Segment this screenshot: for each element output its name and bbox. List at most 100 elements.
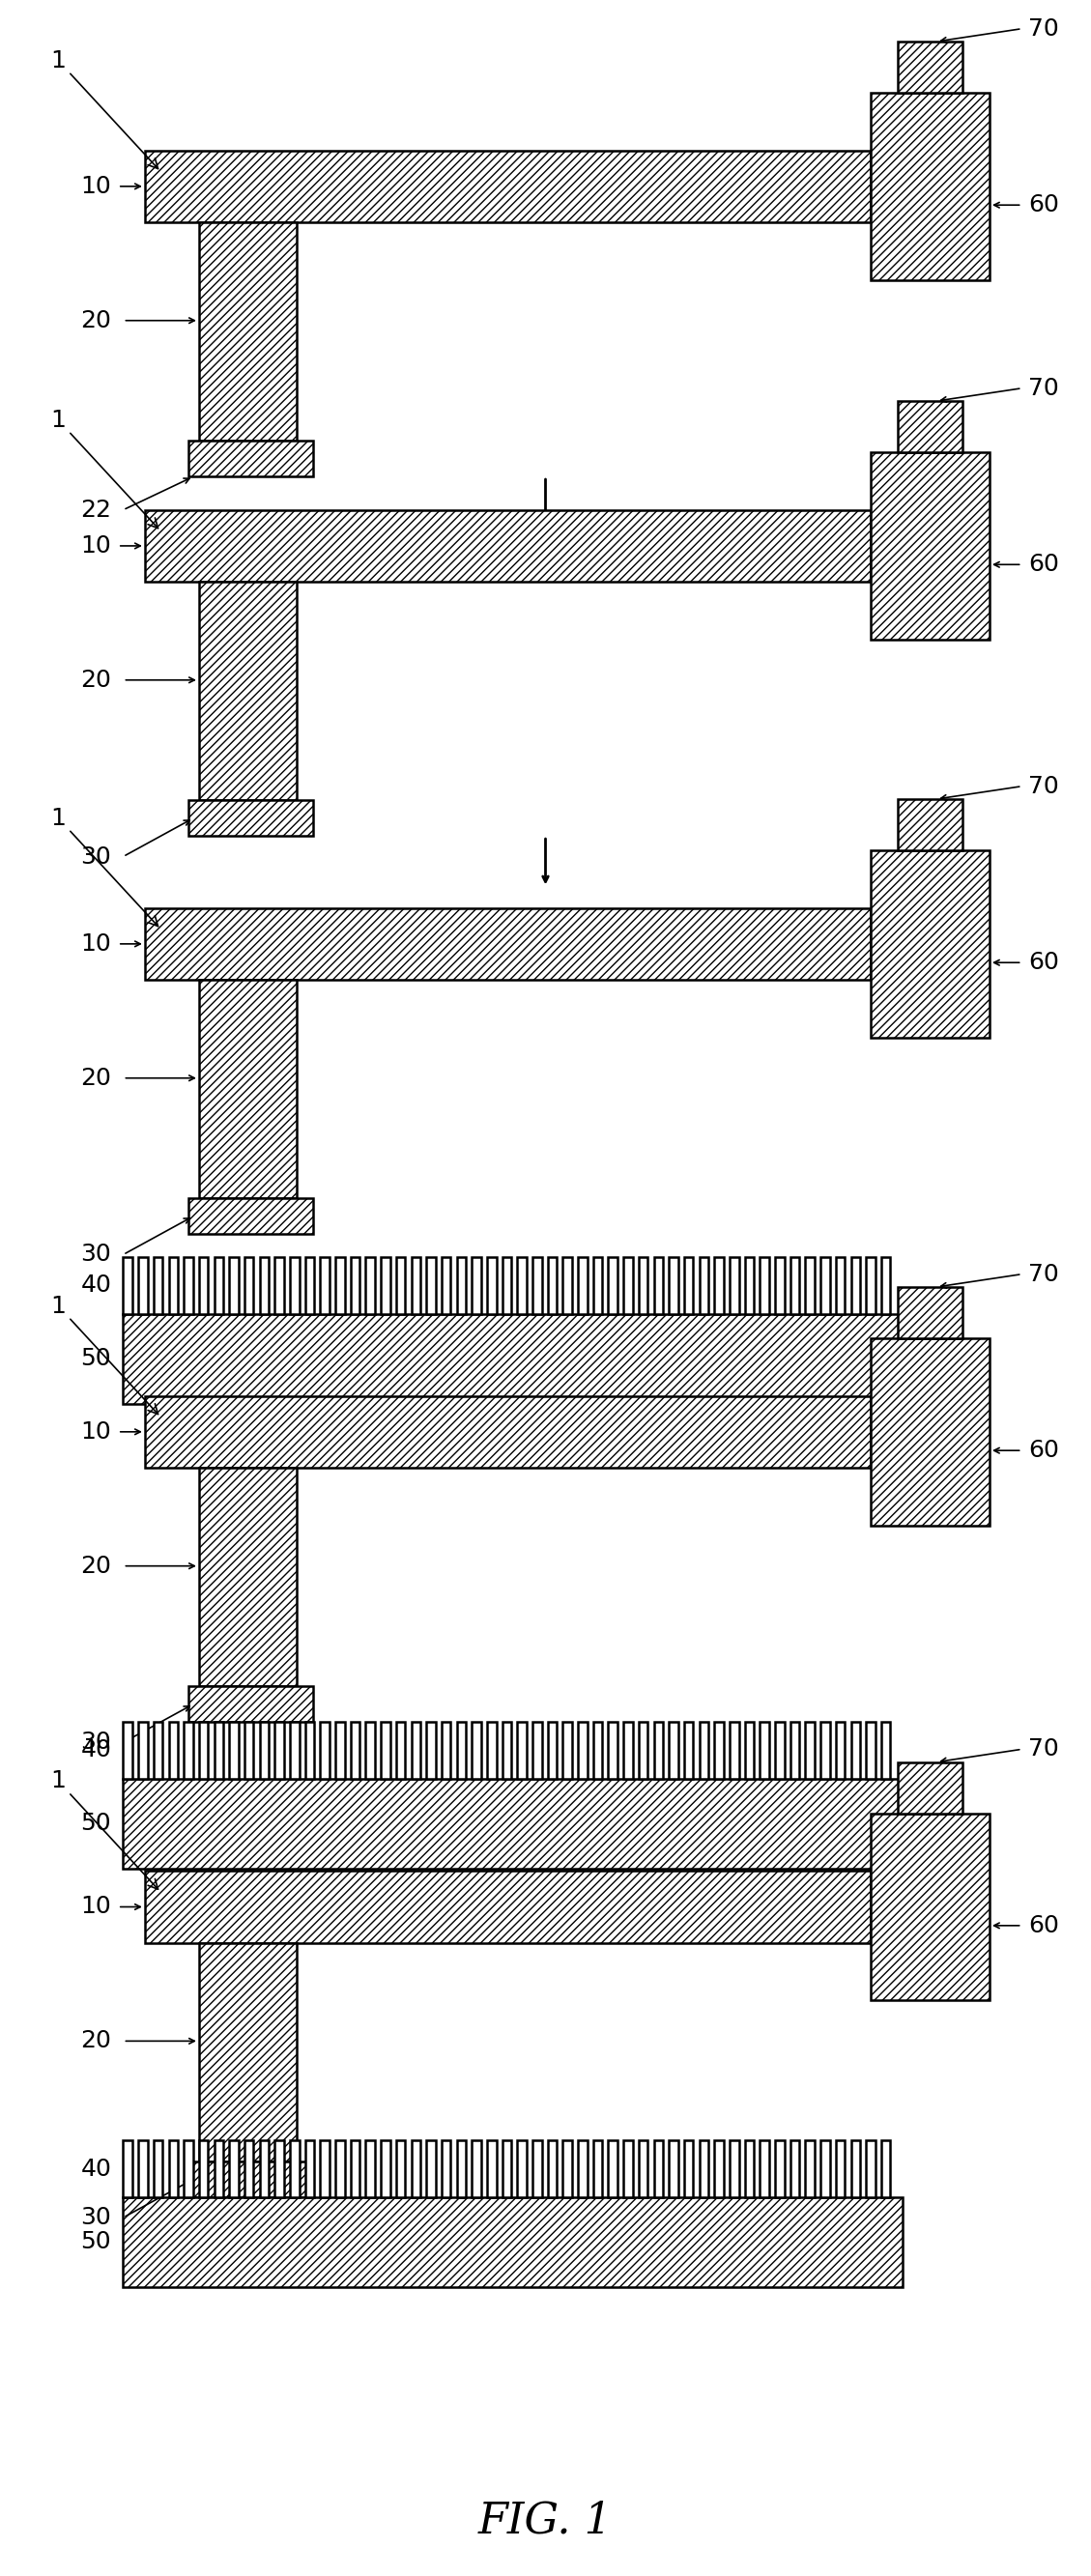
Bar bbox=[882, 2141, 890, 2197]
Bar bbox=[123, 2141, 132, 2197]
Text: 10: 10 bbox=[81, 1896, 111, 1919]
Bar bbox=[790, 1721, 800, 1777]
Bar bbox=[183, 1721, 193, 1777]
Bar bbox=[866, 1721, 875, 1777]
Bar bbox=[381, 1721, 391, 1777]
Bar bbox=[851, 2141, 860, 2197]
Bar bbox=[805, 2141, 815, 2197]
Bar bbox=[563, 1257, 572, 1314]
Bar bbox=[199, 1468, 297, 1687]
Bar bbox=[836, 1721, 844, 1777]
Bar bbox=[188, 2161, 313, 2197]
Bar bbox=[548, 1721, 556, 1777]
Bar bbox=[290, 2141, 299, 2197]
Bar bbox=[760, 1721, 769, 1777]
Bar bbox=[898, 41, 962, 93]
Bar bbox=[487, 1721, 496, 1777]
Text: 70: 70 bbox=[1029, 775, 1059, 799]
Bar bbox=[305, 1257, 314, 1314]
Bar bbox=[396, 1257, 405, 1314]
Text: 1: 1 bbox=[50, 1770, 158, 1888]
Bar bbox=[790, 2141, 800, 2197]
Text: 40: 40 bbox=[81, 2156, 111, 2179]
Bar bbox=[699, 1257, 708, 1314]
Text: 1: 1 bbox=[50, 1293, 158, 1414]
Bar bbox=[442, 2141, 451, 2197]
Bar bbox=[442, 1257, 451, 1314]
Text: 10: 10 bbox=[81, 933, 111, 956]
Bar bbox=[623, 1257, 633, 1314]
Bar bbox=[871, 1340, 990, 1525]
Bar bbox=[305, 1721, 314, 1777]
Bar bbox=[487, 1257, 496, 1314]
Bar bbox=[745, 1721, 754, 1777]
Bar bbox=[154, 1721, 163, 1777]
Bar bbox=[882, 1257, 890, 1314]
Bar bbox=[715, 2141, 723, 2197]
Bar bbox=[321, 2141, 329, 2197]
Text: 30: 30 bbox=[81, 1244, 111, 1267]
Bar bbox=[199, 1257, 208, 1314]
Bar bbox=[229, 1721, 239, 1777]
Bar bbox=[532, 1721, 542, 1777]
Bar bbox=[609, 1721, 618, 1777]
Bar bbox=[472, 1257, 481, 1314]
Text: 30: 30 bbox=[81, 1731, 111, 1754]
Bar bbox=[898, 799, 962, 850]
Text: 10: 10 bbox=[81, 533, 111, 556]
Text: 30: 30 bbox=[81, 845, 111, 868]
Text: 60: 60 bbox=[1028, 951, 1059, 974]
Bar bbox=[335, 1257, 345, 1314]
Bar bbox=[594, 1721, 602, 1777]
Bar bbox=[638, 1721, 648, 1777]
Bar bbox=[898, 1762, 962, 1814]
Bar bbox=[609, 1257, 618, 1314]
Bar bbox=[517, 1257, 527, 1314]
Bar bbox=[188, 801, 313, 837]
Text: FIG. 1: FIG. 1 bbox=[478, 2499, 613, 2543]
Bar bbox=[820, 2141, 830, 2197]
Bar bbox=[381, 2141, 391, 2197]
Bar bbox=[427, 1257, 435, 1314]
Bar bbox=[365, 1721, 375, 1777]
Bar bbox=[871, 1814, 990, 2002]
Text: 20: 20 bbox=[81, 667, 111, 690]
Bar bbox=[820, 1721, 830, 1777]
Bar bbox=[502, 1257, 512, 1314]
Bar bbox=[275, 1721, 284, 1777]
Bar bbox=[669, 1257, 679, 1314]
Bar bbox=[139, 2141, 147, 2197]
Bar bbox=[805, 1257, 815, 1314]
Text: 10: 10 bbox=[81, 175, 111, 198]
Bar bbox=[871, 93, 990, 281]
Bar bbox=[335, 1721, 345, 1777]
Bar bbox=[290, 1257, 299, 1314]
Bar bbox=[699, 2141, 708, 2197]
Bar bbox=[411, 1257, 420, 1314]
Bar bbox=[411, 1721, 420, 1777]
Bar bbox=[321, 1257, 329, 1314]
Bar bbox=[199, 582, 297, 801]
Bar bbox=[411, 2141, 420, 2197]
Bar bbox=[145, 149, 871, 222]
Bar bbox=[684, 2141, 693, 2197]
Bar bbox=[684, 1257, 693, 1314]
Bar bbox=[730, 1257, 739, 1314]
Text: 20: 20 bbox=[81, 1553, 111, 1577]
Bar bbox=[199, 2141, 208, 2197]
Bar bbox=[145, 510, 871, 582]
Bar bbox=[745, 1257, 754, 1314]
Bar bbox=[472, 2141, 481, 2197]
Bar bbox=[594, 1257, 602, 1314]
Bar bbox=[457, 1257, 466, 1314]
Bar bbox=[188, 1198, 313, 1234]
Bar bbox=[563, 2141, 572, 2197]
Bar bbox=[183, 1257, 193, 1314]
Bar bbox=[790, 1257, 800, 1314]
Text: 50: 50 bbox=[81, 2231, 111, 2254]
Bar bbox=[214, 1721, 224, 1777]
Bar bbox=[145, 1396, 871, 1468]
Bar bbox=[699, 1721, 708, 1777]
Text: 30: 30 bbox=[81, 2205, 111, 2228]
Bar bbox=[154, 2141, 163, 2197]
